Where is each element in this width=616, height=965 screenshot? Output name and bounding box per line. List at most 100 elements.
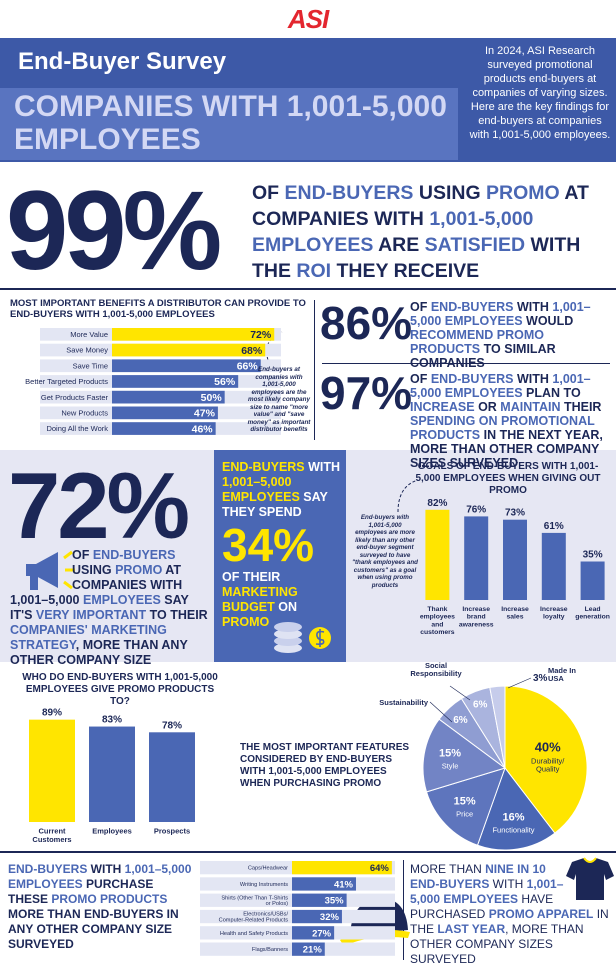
bar [292,893,347,907]
category-label: Social Responsibility [410,661,462,678]
category-label: Health and Safety Products [220,931,288,937]
highlight-text: COMPANIES' MARKETING STRATEGY [10,623,167,652]
stat-97: 97% [320,367,413,419]
value-label: 21% [303,945,323,956]
pie-slice [476,766,556,851]
value-label: 15% [439,748,461,760]
value-label: 68% [241,345,263,357]
coins-icon [274,622,331,653]
text-line: Better Targeted Products [25,377,108,386]
category-label: Save Time [73,361,108,370]
highlight-text: END-BUYERS [92,548,176,562]
value-label: 16% [502,811,524,823]
highlight-text: PROMO APPAREL [488,907,594,921]
text-line: Computer-Related Products [219,917,289,923]
text-line: sales [506,614,523,621]
highlight-text: 1,001-5,000 EMPLOYEES [252,208,534,256]
body-text: OF [410,372,431,386]
annotation: End-buyers with 1,001-5,000 employees ar… [352,514,418,589]
text-line: Social [425,661,447,670]
text-line: Employees [92,827,132,836]
text-line: Durability/ [531,757,565,766]
bar [425,509,450,600]
value-label: 3% [533,673,548,684]
text-line: Writing Instruments [240,882,288,888]
text-line: Responsibility [410,669,462,678]
category-label: More Value [70,330,108,339]
text-line: Doing All the Work [46,424,108,433]
text-line: Flags/Banners [252,947,288,953]
text-line: Get Products Faster [41,393,109,402]
text-line: and [431,621,443,628]
text-line: Thank [427,606,447,613]
body-text: MORE THAN END-BUYERS IN ANY OTHER COMPAN… [8,907,179,951]
highlight-text: PROMO PRODUCTS [51,892,168,906]
leader-line [507,677,532,689]
body-text: MORE THAN [410,862,486,876]
text-line: Style [442,762,459,771]
body-text: OF [252,182,285,204]
bar [89,726,135,822]
category-label: Shirts (Other Than T-Shirts or Polos) [221,895,288,907]
value-label: 76% [466,504,486,515]
category-label: Current Customers [32,827,71,845]
value-label: 15% [454,795,476,807]
value-label: 61% [544,521,564,532]
bar [112,390,225,404]
category-label: Electronics/USBs/Computer-Related Produc… [219,912,289,924]
body-text: USING [72,563,116,577]
text-line: Price [456,809,473,818]
category-label: Caps/Headwear [248,866,288,872]
bar [149,732,195,822]
page-title: COMPANIES WITH 1,001-5,000 EMPLOYEES [14,90,447,156]
category-label: Employees [92,827,132,836]
text-line: Health and Safety Products [220,931,288,937]
graphic [274,629,302,639]
text-line: Customers [32,835,71,844]
body-text: OF THEIR [222,570,281,584]
highlight-text: SATISFIED [424,234,526,256]
pie-slice [504,685,588,834]
category-label: Save Money [66,346,108,355]
stat-72-text: OF END-BUYERS USING PROMO AT COMPANIES W… [10,548,210,668]
category-label: Increase loyalty [540,606,568,621]
graphic [274,622,302,632]
highlight-text: MARKETING BUDGET [222,585,298,614]
text-line: Save Money [66,346,108,355]
value-label: 78% [162,720,182,731]
divider [403,860,404,960]
bar [464,516,489,600]
annotation: End-buyers at companies with 1,001-5,000… [247,366,311,433]
hero-text: OF END-BUYERS USING PROMO AT COMPANIES W… [252,180,612,284]
bar [503,519,527,600]
highlight-text: ROI [296,260,332,282]
text-line: Functionality [492,825,534,834]
text-line: employees [420,614,455,621]
divider [322,363,610,364]
chart-title: MOST IMPORTANT BENEFITS A DISTRIBUTOR CA… [10,298,306,320]
body-text: WITH THE [252,234,581,282]
category-label: Better Targeted Products [25,377,108,386]
bar [292,926,335,940]
highlight-text: MAINTAIN [500,400,561,414]
category-label: Lead generation [575,606,610,621]
highlight-text: 1,001–5,000 EMPLOYEES [222,475,300,504]
text-line: USA [548,674,564,683]
value-label: 35% [583,550,603,561]
value-label: 32% [320,912,340,923]
value-label: 73% [505,508,525,519]
value-label: 56% [214,376,236,388]
leader-line [429,701,453,723]
text-line: Quality [536,765,560,774]
highlight-text: PROMO [486,182,560,204]
text-line: Prospects [154,827,190,836]
bar [292,861,392,875]
stat-97-text: OF END-BUYERS WITH 1,001–5,000 EMPLOYEES… [410,372,612,470]
body-text: OF [410,300,431,314]
graphic [274,636,302,646]
value-label: 6% [453,715,468,726]
hero-stat: 99% [6,168,222,293]
value-label: 64% [370,863,390,874]
chart-title: GOALS OF END-BUYERS WITH 1,001-5,000 EMP… [415,461,601,496]
